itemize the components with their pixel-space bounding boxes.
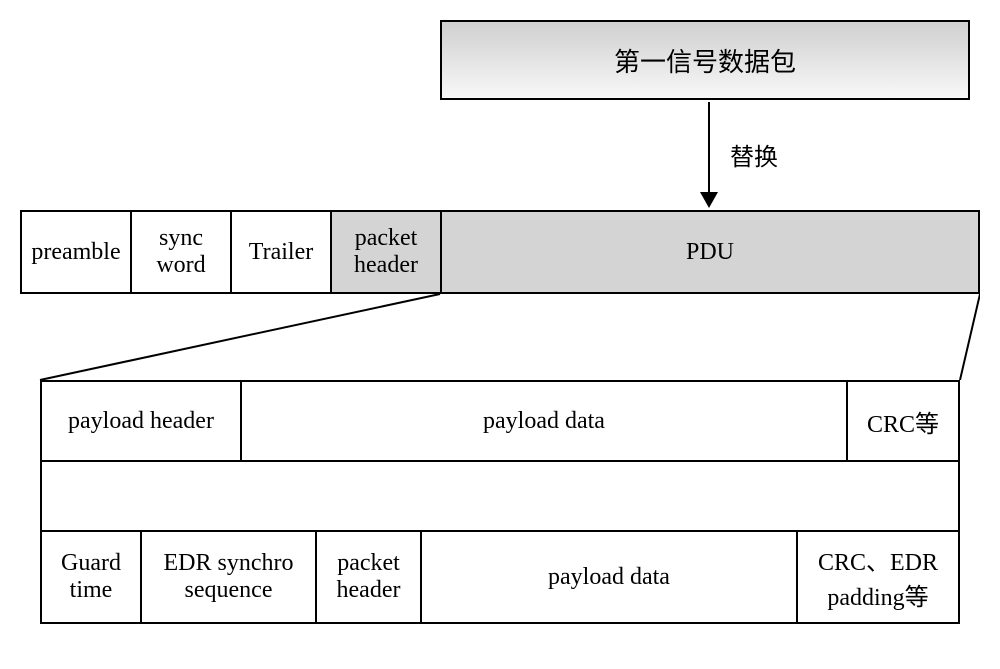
cell-pdu: PDU xyxy=(442,212,978,292)
cell-guard-time: Guard time xyxy=(42,532,142,622)
cell-payload-data-2: payload data xyxy=(422,532,798,622)
pdu-row-2: Guard time EDR synchro sequence packet h… xyxy=(42,532,958,622)
cell-crc-edr-padding: CRC、EDR padding等 xyxy=(798,532,958,622)
arrow-line xyxy=(708,102,710,192)
pdu-spacer xyxy=(42,462,958,532)
cell-payload-data-1: payload data xyxy=(242,382,848,460)
pdu-row-1: payload header payload data CRC等 xyxy=(42,382,958,462)
top-packet-box: 第一信号数据包 xyxy=(440,20,970,100)
cell-trailer: Trailer xyxy=(232,212,332,292)
pdu-detail-box: payload header payload data CRC等 Guard t… xyxy=(40,380,960,624)
cell-preamble: preamble xyxy=(22,212,132,292)
arrow-label: 替换 xyxy=(730,137,778,172)
explode-lines xyxy=(20,294,980,380)
cell-packet-header: packet header xyxy=(332,212,442,292)
cell-packet-header-2: packet header xyxy=(317,532,422,622)
cell-payload-header: payload header xyxy=(42,382,242,460)
top-packet-label: 第一信号数据包 xyxy=(614,42,796,79)
packet-structure-row: preamble sync word Trailer packet header… xyxy=(20,210,980,294)
cell-edr-synchro: EDR synchro sequence xyxy=(142,532,317,622)
cell-sync-word: sync word xyxy=(132,212,232,292)
cell-crc-1: CRC等 xyxy=(848,382,958,460)
arrow-head-icon xyxy=(700,192,718,208)
replace-arrow: 替换 xyxy=(700,102,718,208)
